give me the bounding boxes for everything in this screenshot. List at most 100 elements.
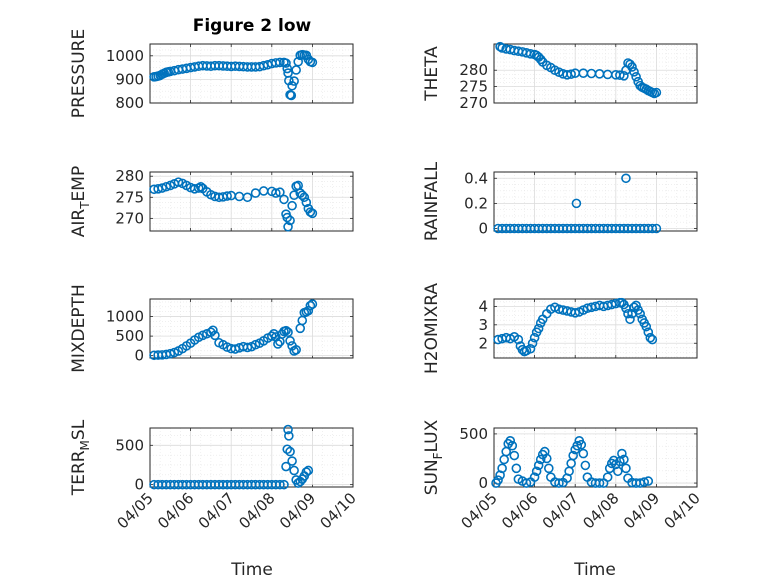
data-point: [289, 465, 299, 476]
data-point: [283, 327, 293, 338]
x-tick-label: 04/07: [195, 489, 238, 532]
data-point: [208, 325, 218, 336]
data-point: [282, 63, 293, 74]
data-point: [307, 299, 318, 309]
data-point: [157, 183, 167, 193]
y-axis-label: RAINFALL: [422, 161, 442, 241]
data-point: [303, 465, 314, 476]
data-point: [242, 192, 253, 203]
y-tick-label: 0.4: [464, 169, 488, 187]
data-point: [222, 191, 232, 201]
y-tick-label: 0: [478, 474, 488, 492]
data-point: [273, 339, 283, 349]
y-tick-label: 0.2: [464, 194, 488, 212]
y-axis-label: PRESSURE: [69, 29, 89, 118]
subplot-rainfall: 0 0.2 0.4 RAINFALL: [422, 161, 698, 241]
data-point: [281, 461, 291, 472]
data-point: [571, 198, 582, 209]
data-point: [615, 70, 625, 80]
data-point: [623, 308, 633, 319]
y-axis-label: MIXDEPTH: [69, 284, 89, 373]
data-point: [535, 54, 546, 65]
data-point: [161, 181, 172, 192]
data-point: [305, 300, 316, 311]
data-point: [643, 476, 654, 486]
data-point: [493, 475, 503, 485]
data-point: [173, 177, 184, 187]
x-axis-label-right: Time: [573, 560, 616, 580]
data-point: [286, 90, 297, 101]
axes-box: [149, 427, 354, 488]
x-tick-label: 04/07: [539, 489, 582, 532]
y-tick-label: 500: [115, 436, 144, 454]
data-point: [619, 454, 629, 465]
y-axis-label: H2OMIXRA: [422, 283, 442, 374]
x-tick-label: 04/10: [317, 489, 360, 532]
x-tick-label: 04/06: [498, 489, 541, 532]
data-point: [282, 212, 293, 223]
y-tick-label: 2: [478, 334, 488, 352]
data-point: [507, 440, 518, 451]
data-point: [651, 223, 662, 234]
data-point: [299, 192, 310, 203]
x-tick-label: 04/06: [154, 489, 197, 532]
data-point: [505, 435, 516, 446]
y-tick-label: 0: [478, 219, 488, 237]
x-tick-label: 04/08: [235, 489, 278, 532]
data-point: [301, 197, 312, 208]
data-point: [301, 467, 312, 477]
data-point: [580, 460, 591, 471]
data-point: [307, 208, 318, 219]
data-point: [511, 463, 522, 474]
y-axis-label: TERRMSL: [69, 419, 92, 496]
data-point: [576, 439, 587, 450]
data-point: [497, 463, 507, 474]
data-point: [641, 321, 652, 332]
axes-frame: [149, 171, 354, 232]
subplot-sun-flux: 0 500 SUNFLUX 04/0504/0604/0704/0804/0904/1…: [422, 419, 704, 532]
data-point: [525, 343, 536, 354]
data-point: [594, 478, 605, 488]
data-point: [621, 173, 631, 184]
data-point: [287, 80, 297, 91]
data-point: [544, 463, 554, 474]
y-tick-label: 280: [459, 61, 488, 79]
data-point: [165, 348, 176, 359]
data-point: [303, 305, 314, 316]
axes-frame: [149, 43, 354, 104]
y-tick-label: 0: [134, 476, 144, 494]
y-tick-label: 270: [459, 94, 488, 112]
data-point: [651, 87, 662, 98]
y-tick-label: 500: [459, 425, 488, 443]
axes-frame: [493, 43, 698, 104]
data-point: [627, 62, 637, 72]
data-point: [625, 314, 635, 325]
data-point: [529, 332, 540, 343]
y-tick-label: 1000: [106, 308, 144, 326]
data-point: [629, 67, 639, 77]
data-point: [283, 424, 293, 435]
y-tick-label: 280: [115, 167, 144, 185]
data-point: [568, 450, 578, 461]
data-point: [541, 453, 552, 464]
data-point: [513, 334, 524, 345]
data-point: [647, 223, 658, 234]
data-point: [521, 478, 532, 488]
data-point: [495, 41, 505, 52]
subplot-terr-msl: 0 500 TERRMSL 04/0504/0604/0704/0804/0904/1…: [69, 419, 360, 532]
y-axis-label: AIRTEMP: [69, 166, 92, 237]
y-tick-label: 275: [115, 188, 144, 206]
data-point: [631, 71, 641, 82]
data-point: [281, 58, 291, 68]
data-point: [570, 308, 581, 318]
x-tick-label: 04/05: [458, 489, 501, 532]
data-point: [613, 466, 623, 477]
data-point: [275, 57, 285, 68]
y-axis-label: SUNFLUX: [422, 419, 445, 495]
data-point: [281, 325, 291, 336]
data-point: [279, 479, 289, 490]
data-point: [242, 342, 253, 353]
